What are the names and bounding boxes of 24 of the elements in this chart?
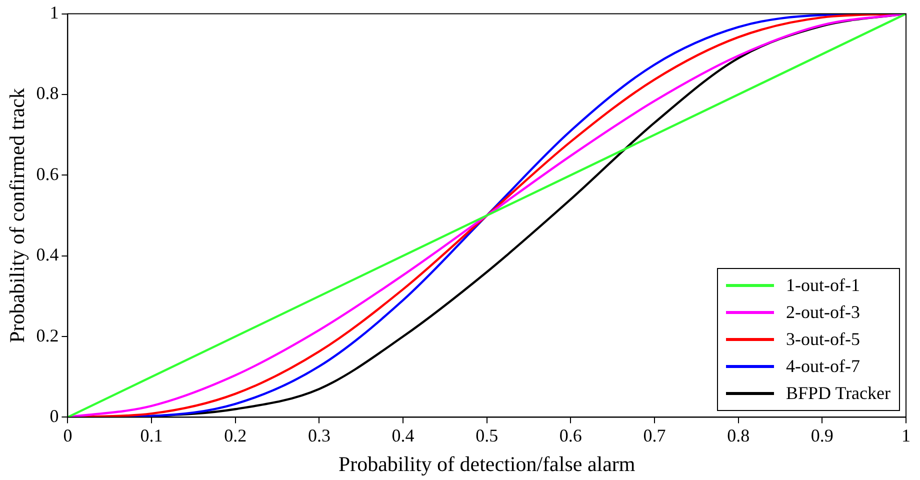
x-tick-label: 0.9	[810, 426, 834, 446]
x-tick-label: 0.4	[392, 426, 414, 446]
legend-label: 3-out-of-5	[786, 329, 860, 350]
y-axis-title: Probability of confirmed track	[5, 88, 30, 343]
y-tick-label: 0.6	[36, 164, 59, 184]
x-tick-label: 0.5	[476, 426, 498, 446]
x-tick-label: 0.1	[140, 426, 163, 446]
x-axis-title: Probability of detection/false alarm	[338, 452, 636, 476]
y-tick-label: 0.2	[36, 325, 59, 346]
legend-label: 4-out-of-7	[786, 356, 860, 378]
x-tick-label: 0.7	[643, 426, 666, 446]
x-tick-label: 0.6	[559, 426, 582, 446]
x-tick-label: 0.3	[308, 426, 330, 446]
x-tick-label: 0.8	[727, 426, 750, 446]
y-tick-label: 1	[50, 2, 59, 23]
legend-label: 2-out-of-3	[786, 302, 860, 324]
y-tick-label: 0.8	[36, 83, 59, 104]
legend-label: BFPD Tracker	[786, 383, 891, 404]
legend-label: 1-out-of-1	[786, 275, 860, 296]
y-tick-label: 0	[50, 406, 59, 426]
x-tick-label: 1	[902, 426, 910, 446]
x-tick-label: 0	[63, 426, 72, 446]
x-tick-label: 0.2	[224, 426, 247, 446]
y-tick-label: 0.4	[36, 244, 59, 265]
